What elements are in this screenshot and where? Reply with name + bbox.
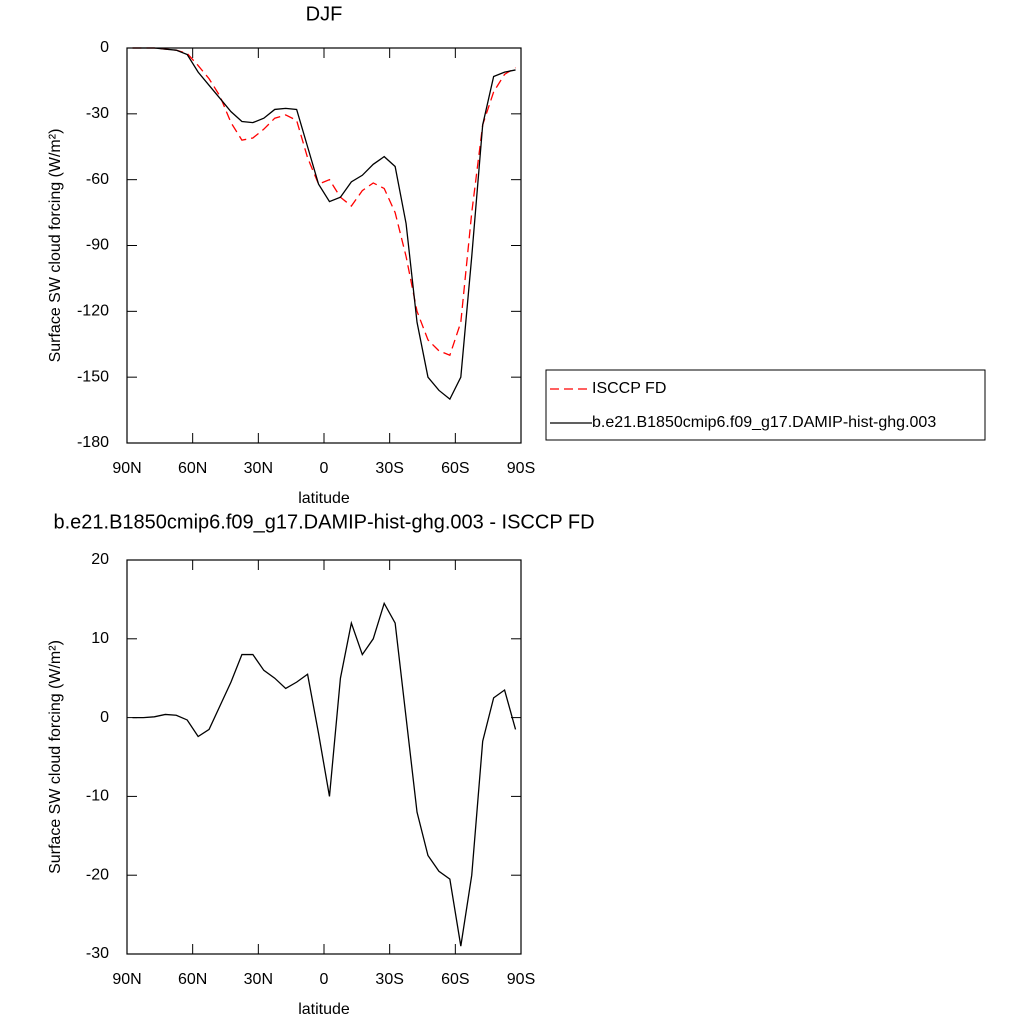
y-tick-label: 20 [91, 551, 109, 568]
x-tick-label: 60S [441, 971, 469, 988]
x-axis-label: latitude [298, 1001, 350, 1018]
y-tick-label: -30 [86, 105, 109, 122]
x-tick-label: 30S [375, 971, 403, 988]
y-axis-label: Surface SW cloud forcing (W/m²) [47, 129, 64, 363]
x-tick-label: 90N [112, 460, 141, 477]
x-tick-label: 90S [507, 460, 535, 477]
y-tick-label: -20 [86, 866, 109, 883]
x-axis-label: latitude [298, 490, 350, 507]
x-tick-label: 30S [375, 460, 403, 477]
legend-box [545, 369, 986, 441]
x-tick-label: 30N [244, 460, 273, 477]
y-axis-label: Surface SW cloud forcing (W/m²) [47, 640, 64, 874]
x-tick-label: 0 [320, 460, 329, 477]
x-tick-label: 60S [441, 460, 469, 477]
plot-frame [126, 559, 522, 955]
y-tick-label: -60 [86, 171, 109, 188]
data-line [132, 601, 517, 947]
y-tick-label: -180 [77, 434, 109, 451]
legend-label: b.e21.B1850cmip6.f09_g17.DAMIP-hist-ghg.… [592, 414, 936, 431]
x-tick-label: 60N [178, 460, 207, 477]
y-tick-label: 0 [100, 709, 109, 726]
data-line [132, 47, 516, 401]
x-tick-label: 0 [320, 971, 329, 988]
x-tick-label: 30N [244, 971, 273, 988]
legend-label: ISCCP FD [592, 380, 666, 397]
x-tick-label: 90N [112, 971, 141, 988]
y-tick-label: 10 [91, 630, 109, 647]
y-tick-label: -90 [86, 237, 109, 254]
y-tick-label: 0 [100, 39, 109, 56]
chart-title: DJF [306, 3, 343, 25]
y-tick-label: -120 [77, 303, 109, 320]
x-tick-label: 60N [178, 971, 207, 988]
x-tick-label: 90S [507, 971, 535, 988]
y-tick-label: -30 [86, 945, 109, 962]
chart-title: b.e21.B1850cmip6.f09_g17.DAMIP-hist-ghg.… [53, 511, 594, 533]
y-tick-label: -150 [77, 368, 109, 385]
plot-frame [126, 47, 522, 444]
y-tick-label: -10 [86, 788, 109, 805]
data-line [132, 47, 516, 357]
